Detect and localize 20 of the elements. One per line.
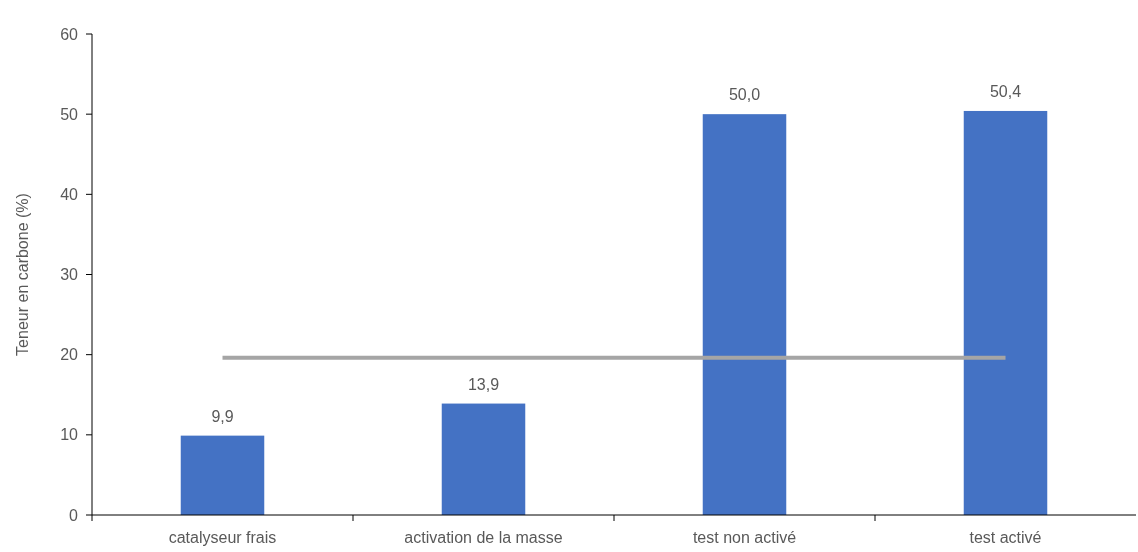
x-tick-label: catalyseur frais [168, 529, 277, 546]
x-tick-label: activation de la masse [404, 529, 563, 546]
data-label: 50,4 [989, 82, 1022, 100]
bar [180, 435, 265, 515]
bar [963, 110, 1048, 515]
bar [441, 403, 526, 515]
y-tick-label: 40 [60, 185, 79, 203]
data-label: 50,0 [728, 86, 761, 104]
y-axis-title: Teneur en carbone (%) [14, 193, 31, 356]
x-tick-label: test non activé [692, 529, 797, 546]
data-label: 9,9 [211, 407, 234, 425]
y-tick-label: 30 [60, 266, 79, 284]
y-tick-label: 60 [60, 25, 79, 43]
y-tick-label: 10 [60, 426, 79, 444]
data-label: 13,9 [467, 375, 500, 393]
y-tick-label: 0 [69, 506, 79, 524]
x-tick-label: test activé [969, 529, 1042, 546]
bar [702, 114, 787, 515]
y-tick-label: 50 [60, 105, 79, 123]
y-tick-label: 20 [60, 346, 79, 364]
